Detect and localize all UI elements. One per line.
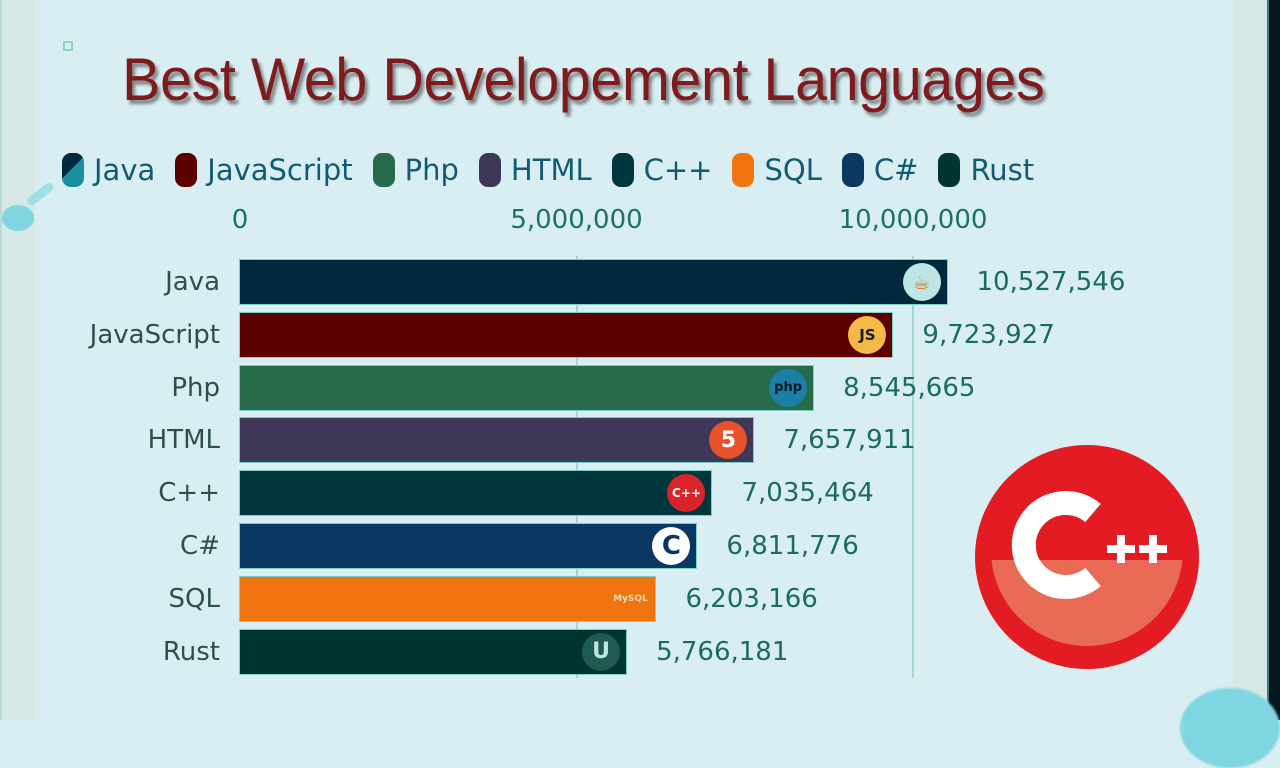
cpp-logo-icon: C++ bbox=[667, 474, 706, 513]
bar-value-label: 8,545,665 bbox=[843, 372, 976, 403]
bar-category-label: HTML bbox=[147, 425, 220, 456]
csharp-logo-icon: C bbox=[652, 527, 691, 565]
right-dark-border bbox=[1267, 0, 1280, 720]
java-logo-icon: ☕ bbox=[902, 263, 941, 301]
bar-category-label: C# bbox=[180, 531, 220, 561]
bar-category-label: Rust bbox=[162, 636, 220, 667]
chart-title: Best Web Developement Languages bbox=[122, 46, 1045, 113]
x-axis-tick-label: 10,000,000 bbox=[838, 205, 988, 235]
paintbrush-decoration-icon bbox=[2, 182, 54, 231]
legend-swatch bbox=[478, 153, 501, 187]
bar-value-label: 9,723,927 bbox=[922, 319, 1055, 350]
html5-logo-icon: 5 bbox=[709, 421, 748, 460]
bar-category-label: SQL bbox=[168, 583, 220, 614]
legend-swatch bbox=[611, 153, 634, 187]
bar-value-label: 7,035,464 bbox=[741, 478, 874, 509]
bar-value-label: 6,811,776 bbox=[726, 531, 859, 561]
legend-swatch bbox=[62, 153, 84, 187]
legend-item-php: Php bbox=[372, 150, 459, 190]
legend-item-rust: Rust bbox=[938, 150, 1034, 190]
bar-rust: U bbox=[239, 628, 628, 675]
javascript-logo-icon: JS bbox=[848, 315, 887, 354]
right-frame-strip bbox=[1233, 0, 1268, 720]
bar-value-label: 5,766,181 bbox=[656, 636, 789, 667]
bar-javascript: JS bbox=[239, 311, 894, 358]
bar-c-: C bbox=[239, 523, 698, 569]
bar-c-: C++ bbox=[239, 470, 713, 517]
legend-swatch bbox=[175, 153, 198, 187]
gridline bbox=[575, 256, 578, 678]
bar-category-label: Php bbox=[171, 372, 220, 403]
bar-php: php bbox=[239, 364, 815, 411]
x-axis-tick-label: 0 bbox=[231, 205, 249, 235]
left-frame-strip bbox=[0, 0, 35, 720]
cpp-logo-icon bbox=[975, 445, 1199, 669]
legend-label: Php bbox=[404, 153, 459, 187]
bar-java: ☕ bbox=[239, 259, 948, 305]
legend-label: Rust bbox=[970, 153, 1035, 187]
legend-item-c-: C++ bbox=[611, 150, 713, 190]
corner-decoration bbox=[1180, 688, 1280, 768]
legend-item-sql: SQL bbox=[732, 150, 822, 190]
legend-swatch bbox=[372, 153, 395, 187]
legend-swatch bbox=[938, 153, 961, 187]
legend-label: C# bbox=[873, 153, 919, 187]
bar-value-label: 7,657,911 bbox=[783, 425, 916, 456]
bar-category-label: Java bbox=[165, 267, 220, 297]
bar-category-label: JavaScript bbox=[89, 319, 220, 350]
legend-label: C++ bbox=[643, 153, 713, 187]
chart-legend: Java JavaScript Php HTML C++ SQL C# Rust bbox=[62, 150, 1054, 190]
rust-logo-icon: U bbox=[582, 632, 621, 671]
legend-label: SQL bbox=[764, 153, 822, 187]
x-axis-tick-label: 5,000,000 bbox=[510, 205, 643, 235]
legend-swatch bbox=[841, 153, 864, 187]
bar-category-label: C++ bbox=[158, 478, 220, 509]
bar-value-label: 10,527,546 bbox=[976, 267, 1126, 297]
mysql-logo-icon: MySQL bbox=[613, 593, 648, 604]
legend-swatch bbox=[732, 153, 755, 187]
legend-label: JavaScript bbox=[207, 153, 353, 187]
legend-item-javascript: JavaScript bbox=[175, 150, 353, 190]
legend-item-html: HTML bbox=[478, 150, 592, 190]
legend-item-java: Java bbox=[62, 150, 155, 190]
php-logo-icon: php bbox=[769, 368, 808, 407]
square-marker-icon bbox=[63, 41, 73, 51]
bar-value-label: 6,203,166 bbox=[685, 583, 818, 614]
bar-sql: MySQL bbox=[239, 575, 657, 622]
bar-html: 5 bbox=[239, 417, 755, 464]
legend-label: Java bbox=[94, 153, 156, 187]
legend-label: HTML bbox=[510, 153, 592, 187]
gridline bbox=[912, 256, 914, 678]
legend-item-c-: C# bbox=[841, 150, 919, 190]
